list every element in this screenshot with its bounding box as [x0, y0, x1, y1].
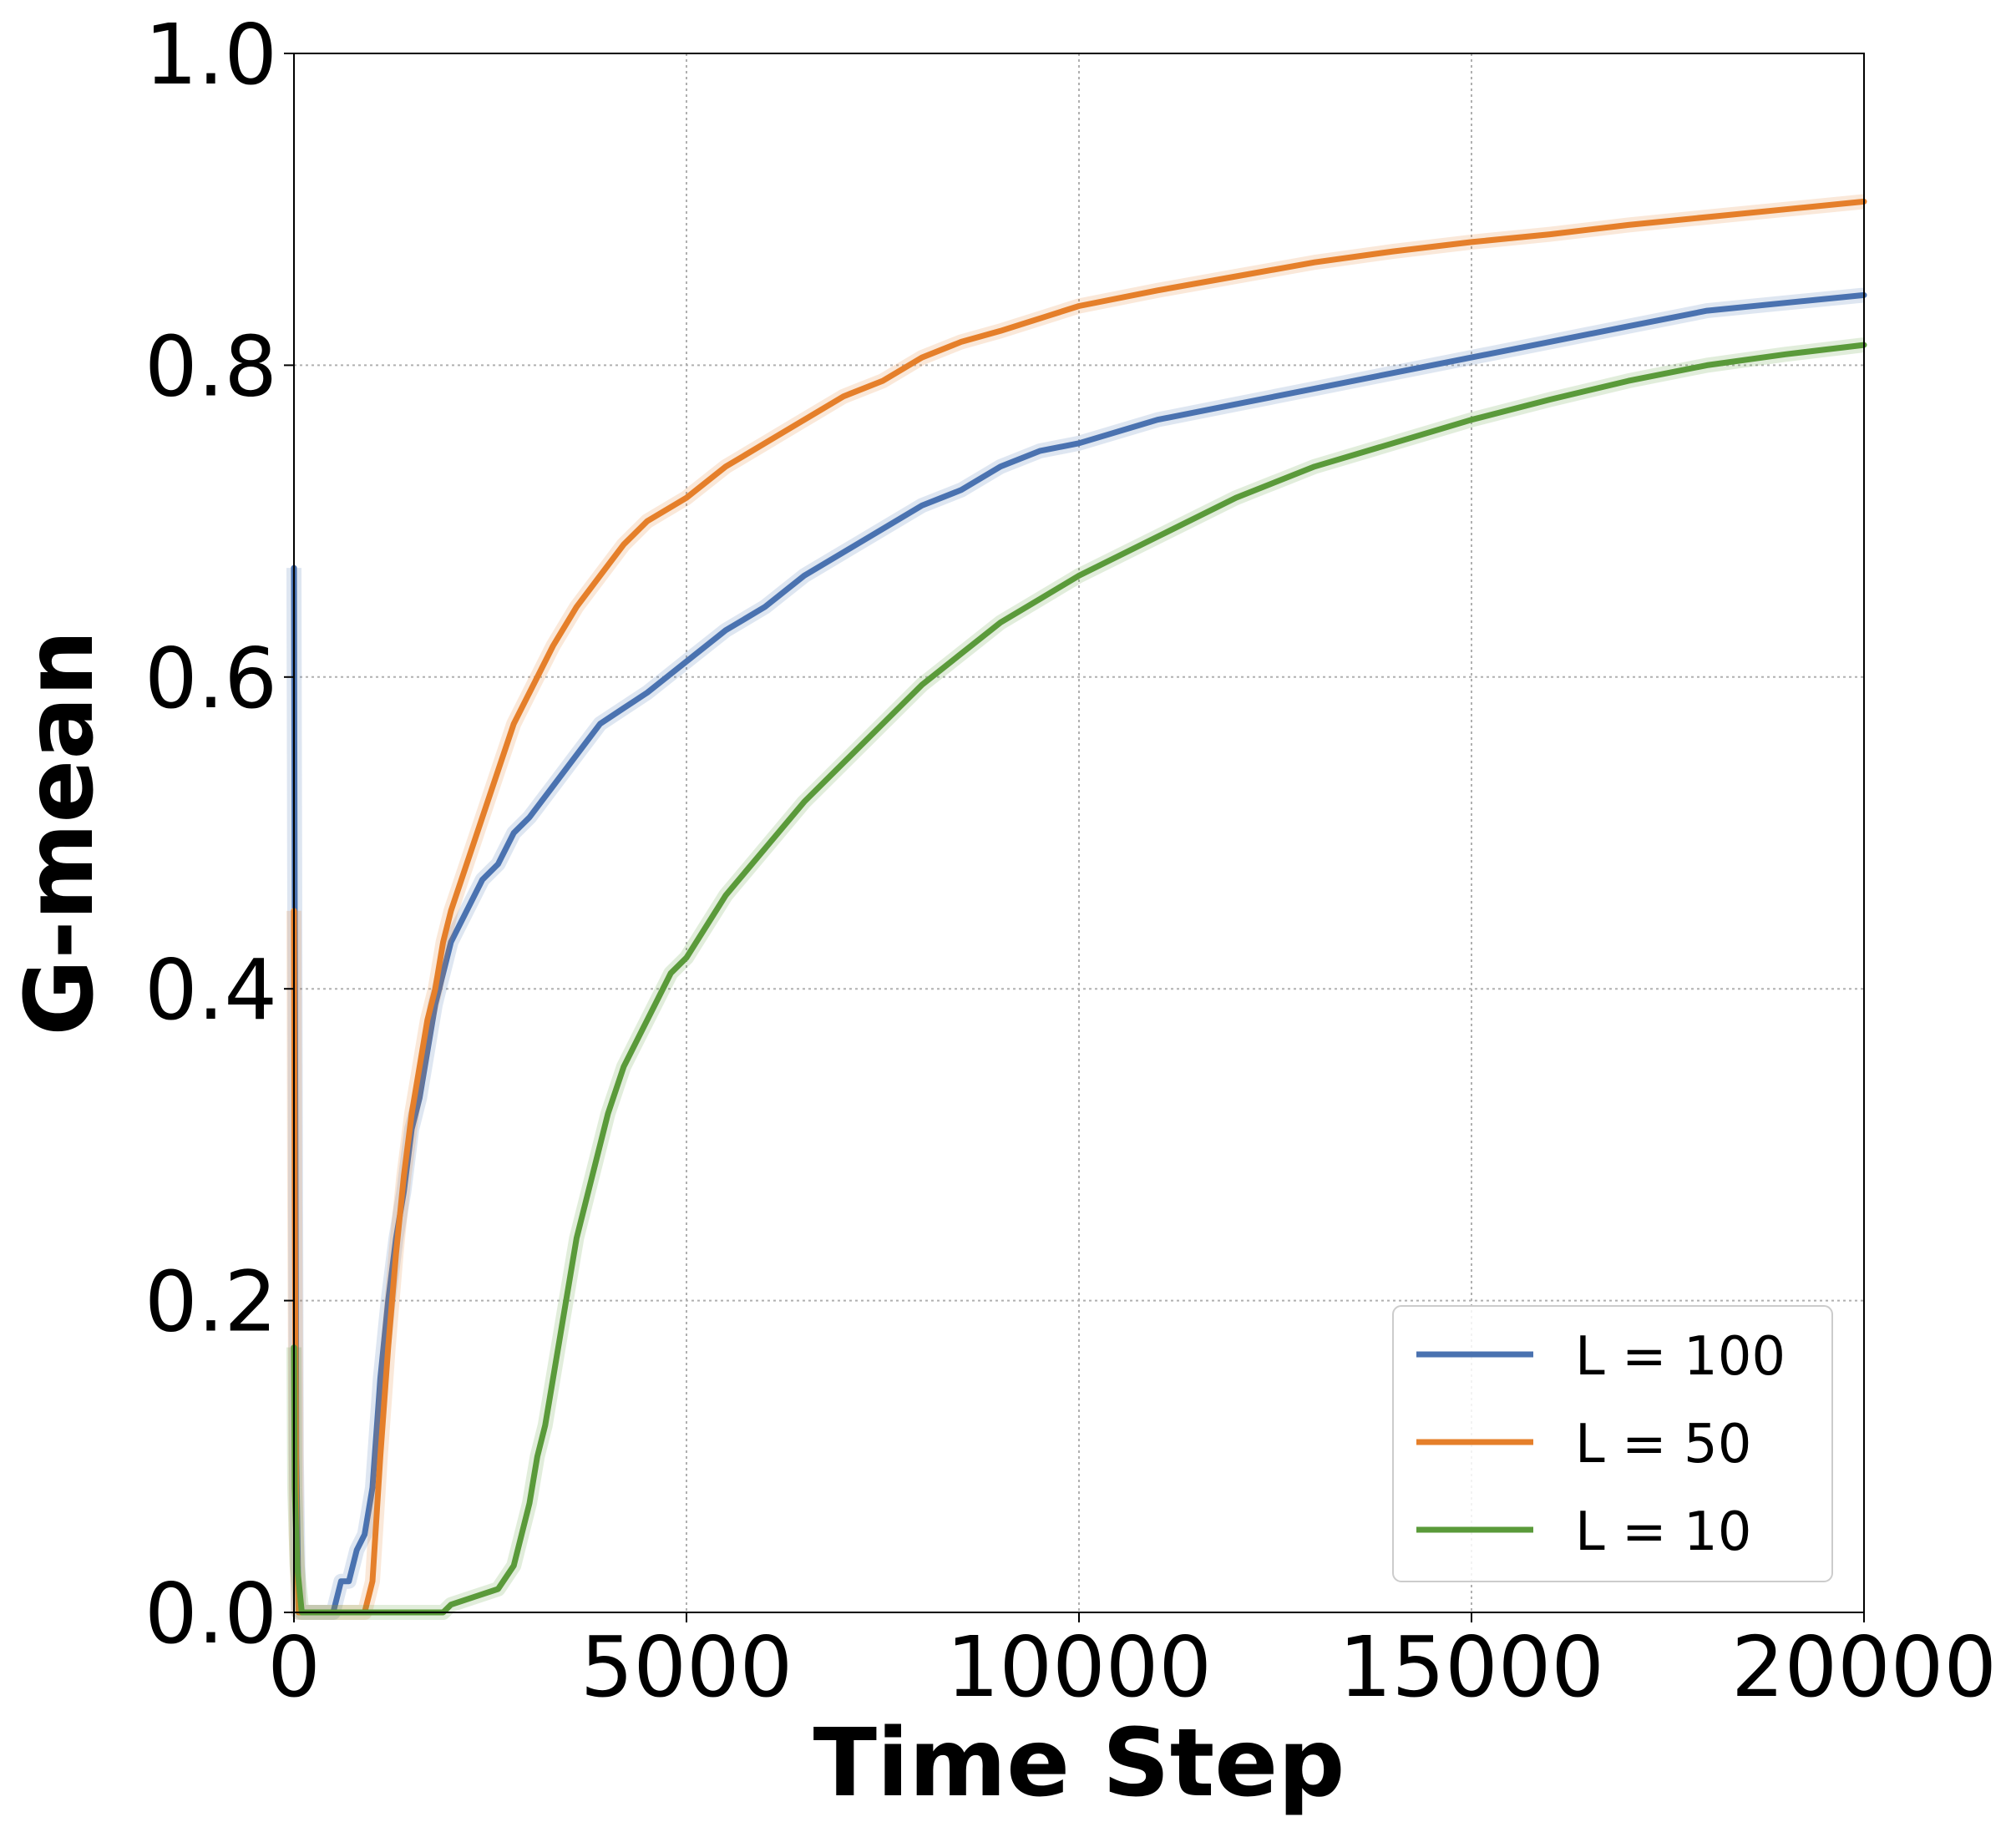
legend: L = 100 L = 50 L = 10: [1392, 1305, 1833, 1582]
series-lines: [286, 194, 1867, 1620]
y-tick-label: 0.0: [144, 1565, 277, 1663]
legend-label: L = 100: [1575, 1326, 1786, 1388]
legend-box: [1392, 1305, 1833, 1582]
y-tick-label: 1.0: [144, 6, 277, 104]
series-line-3: [291, 342, 1867, 1616]
axis-ticks: 0 5000 10000 15000 20000 0.0 0.2 0.4 0.6 0.8 1.0: [144, 6, 1997, 1716]
x-tick-label: 0: [267, 1618, 321, 1716]
legend-label: L = 50: [1575, 1414, 1751, 1475]
series-line-1: [291, 291, 1867, 1616]
y-tick-label: 0.2: [144, 1253, 277, 1351]
series-line-2: [291, 198, 1867, 1616]
y-tick-label: 0.6: [144, 630, 277, 727]
x-tick-label: 10000: [946, 1618, 1212, 1716]
y-tick-label: 0.4: [144, 941, 277, 1039]
legend-label: L = 10: [1575, 1501, 1751, 1563]
x-tick-label: 20000: [1731, 1618, 1997, 1716]
y-tick-label: 0.8: [144, 317, 277, 415]
x-axis-title: Time Step: [813, 1709, 1345, 1818]
x-tick-label: 15000: [1339, 1618, 1604, 1716]
x-tick-label: 5000: [580, 1618, 793, 1716]
y-axis-title: G-mean: [6, 630, 114, 1035]
